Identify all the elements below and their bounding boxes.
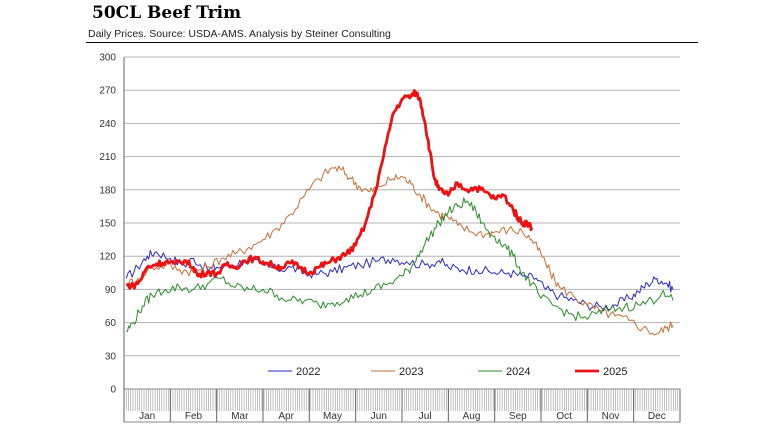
y-tick-label: 90 — [105, 285, 117, 296]
series-line-2024 — [126, 197, 674, 332]
y-tick-label: 150 — [99, 219, 116, 230]
chart-subtitle: Daily Prices. Source: USDA-AMS. Analysis… — [88, 28, 391, 40]
x-tick-label: Jun — [371, 411, 387, 422]
series-line-2023 — [125, 165, 674, 336]
x-tick-label: Feb — [185, 411, 203, 422]
legend-label-2024: 2024 — [506, 366, 530, 378]
y-tick-label: 60 — [105, 318, 117, 329]
legend-label-2025: 2025 — [603, 366, 627, 378]
series-line-2025 — [125, 89, 534, 290]
gridlines — [124, 56, 680, 390]
title-divider — [86, 42, 698, 43]
legend-label-2022: 2022 — [296, 366, 320, 378]
x-tick-label: Apr — [278, 411, 294, 422]
x-tick-label: Dec — [648, 411, 666, 422]
y-tick-label: 0 — [110, 385, 116, 396]
x-tick-label: May — [323, 411, 342, 422]
y-tick-label: 210 — [99, 152, 116, 163]
y-tick-label: 30 — [105, 351, 117, 362]
y-tick-label: 180 — [99, 185, 116, 196]
y-axis-ticks: 0 30 60 90 120 150 180 210 240 270 300 — [99, 53, 116, 396]
x-tick-label: Oct — [556, 411, 572, 422]
x-tick-label: Jul — [419, 411, 432, 422]
x-tick-label: Aug — [463, 411, 481, 422]
legend: 2022 2023 2024 2025 — [268, 366, 627, 378]
series-lines — [125, 89, 674, 336]
x-axis: Jan Feb Mar Apr May Jun Jul Aug Sep Oct Nov Dec — [123, 57, 681, 423]
series-line-2022 — [125, 249, 674, 312]
x-tick-label: Mar — [231, 411, 249, 422]
x-tick-label: Sep — [509, 411, 527, 422]
y-tick-label: 120 — [99, 252, 116, 263]
y-tick-label: 240 — [99, 119, 116, 130]
x-tick-label: Nov — [602, 411, 620, 422]
chart-title: 50CL Beef Trim — [92, 3, 242, 23]
legend-label-2023: 2023 — [399, 366, 423, 378]
y-tick-label: 300 — [99, 53, 116, 64]
x-tick-label: Jan — [139, 411, 155, 422]
y-tick-label: 270 — [99, 86, 116, 97]
